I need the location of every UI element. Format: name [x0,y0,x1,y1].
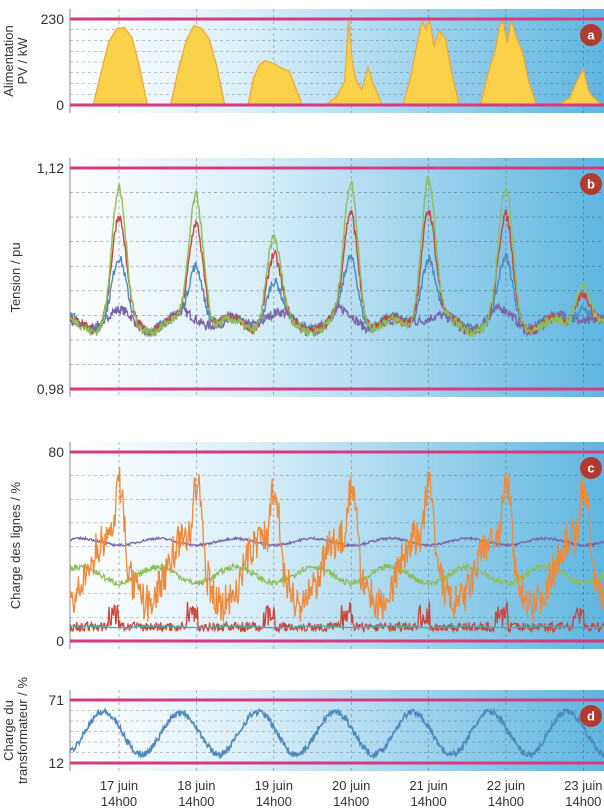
x-tick-time: 14h00 [488,794,524,809]
x-tick-time: 14h00 [565,794,601,809]
series-green [69,561,604,588]
x-tick-day: 17 juin [100,778,138,793]
y-axis-label: Alimentation [1,25,16,97]
x-tick-day: 20 juin [332,778,370,793]
panel-badge-label: b [587,177,595,192]
panel-b: 1,12 0,98 Tension / pu b [8,158,604,397]
x-tick-day: 22 juin [487,778,525,793]
y-tick-bottom: 0,98 [37,381,64,397]
x-tick-day: 18 juin [177,778,215,793]
panel-d: 71 12 Charge du transformateur / % d [1,677,604,784]
x-tick-time: 14h00 [101,794,137,809]
y-tick-top: 71 [48,692,64,708]
panel-badge-label: d [587,709,595,724]
panel-c: 80 0 Charge des lignes / % c [8,442,604,649]
series-orange [69,467,604,622]
y-axis-label: Charge du [1,700,16,761]
x-tick-time: 14h00 [410,794,446,809]
y-axis-label: transformateur / % [15,677,30,784]
y-tick-top: 80 [48,444,64,460]
y-axis-label: Charge des lignes / % [8,481,23,609]
panel-badge-label: a [587,28,595,43]
y-tick-bottom: 0 [56,633,64,649]
y-tick-bottom: 0 [56,97,64,113]
series-blue [69,707,604,760]
y-tick-top: 230 [41,11,65,27]
panel-background [70,690,604,771]
panel-badge [580,173,602,195]
panel-badge [580,705,602,727]
panel-a: 230 0 Alimentation PV / kW a [1,9,604,113]
y-tick-top: 1,12 [37,160,64,176]
panel-badge [580,24,602,46]
x-tick-day: 21 juin [409,778,447,793]
series-green [69,175,604,339]
series-teal [69,624,604,629]
panel-badge-label: c [587,461,594,476]
pv-area-series [70,17,604,106]
x-tick-time: 14h00 [333,794,369,809]
panel-background [70,158,604,397]
y-tick-bottom: 12 [48,755,64,771]
x-tick-time: 14h00 [178,794,214,809]
x-tick-day: 23 juin [564,778,602,793]
y-axis-label: PV / kW [15,37,30,85]
y-axis-label: Tension / pu [8,242,23,312]
x-tick-day: 19 juin [255,778,293,793]
panel-background [70,442,604,649]
panel-badge [580,457,602,479]
x-tick-time: 14h00 [256,794,292,809]
